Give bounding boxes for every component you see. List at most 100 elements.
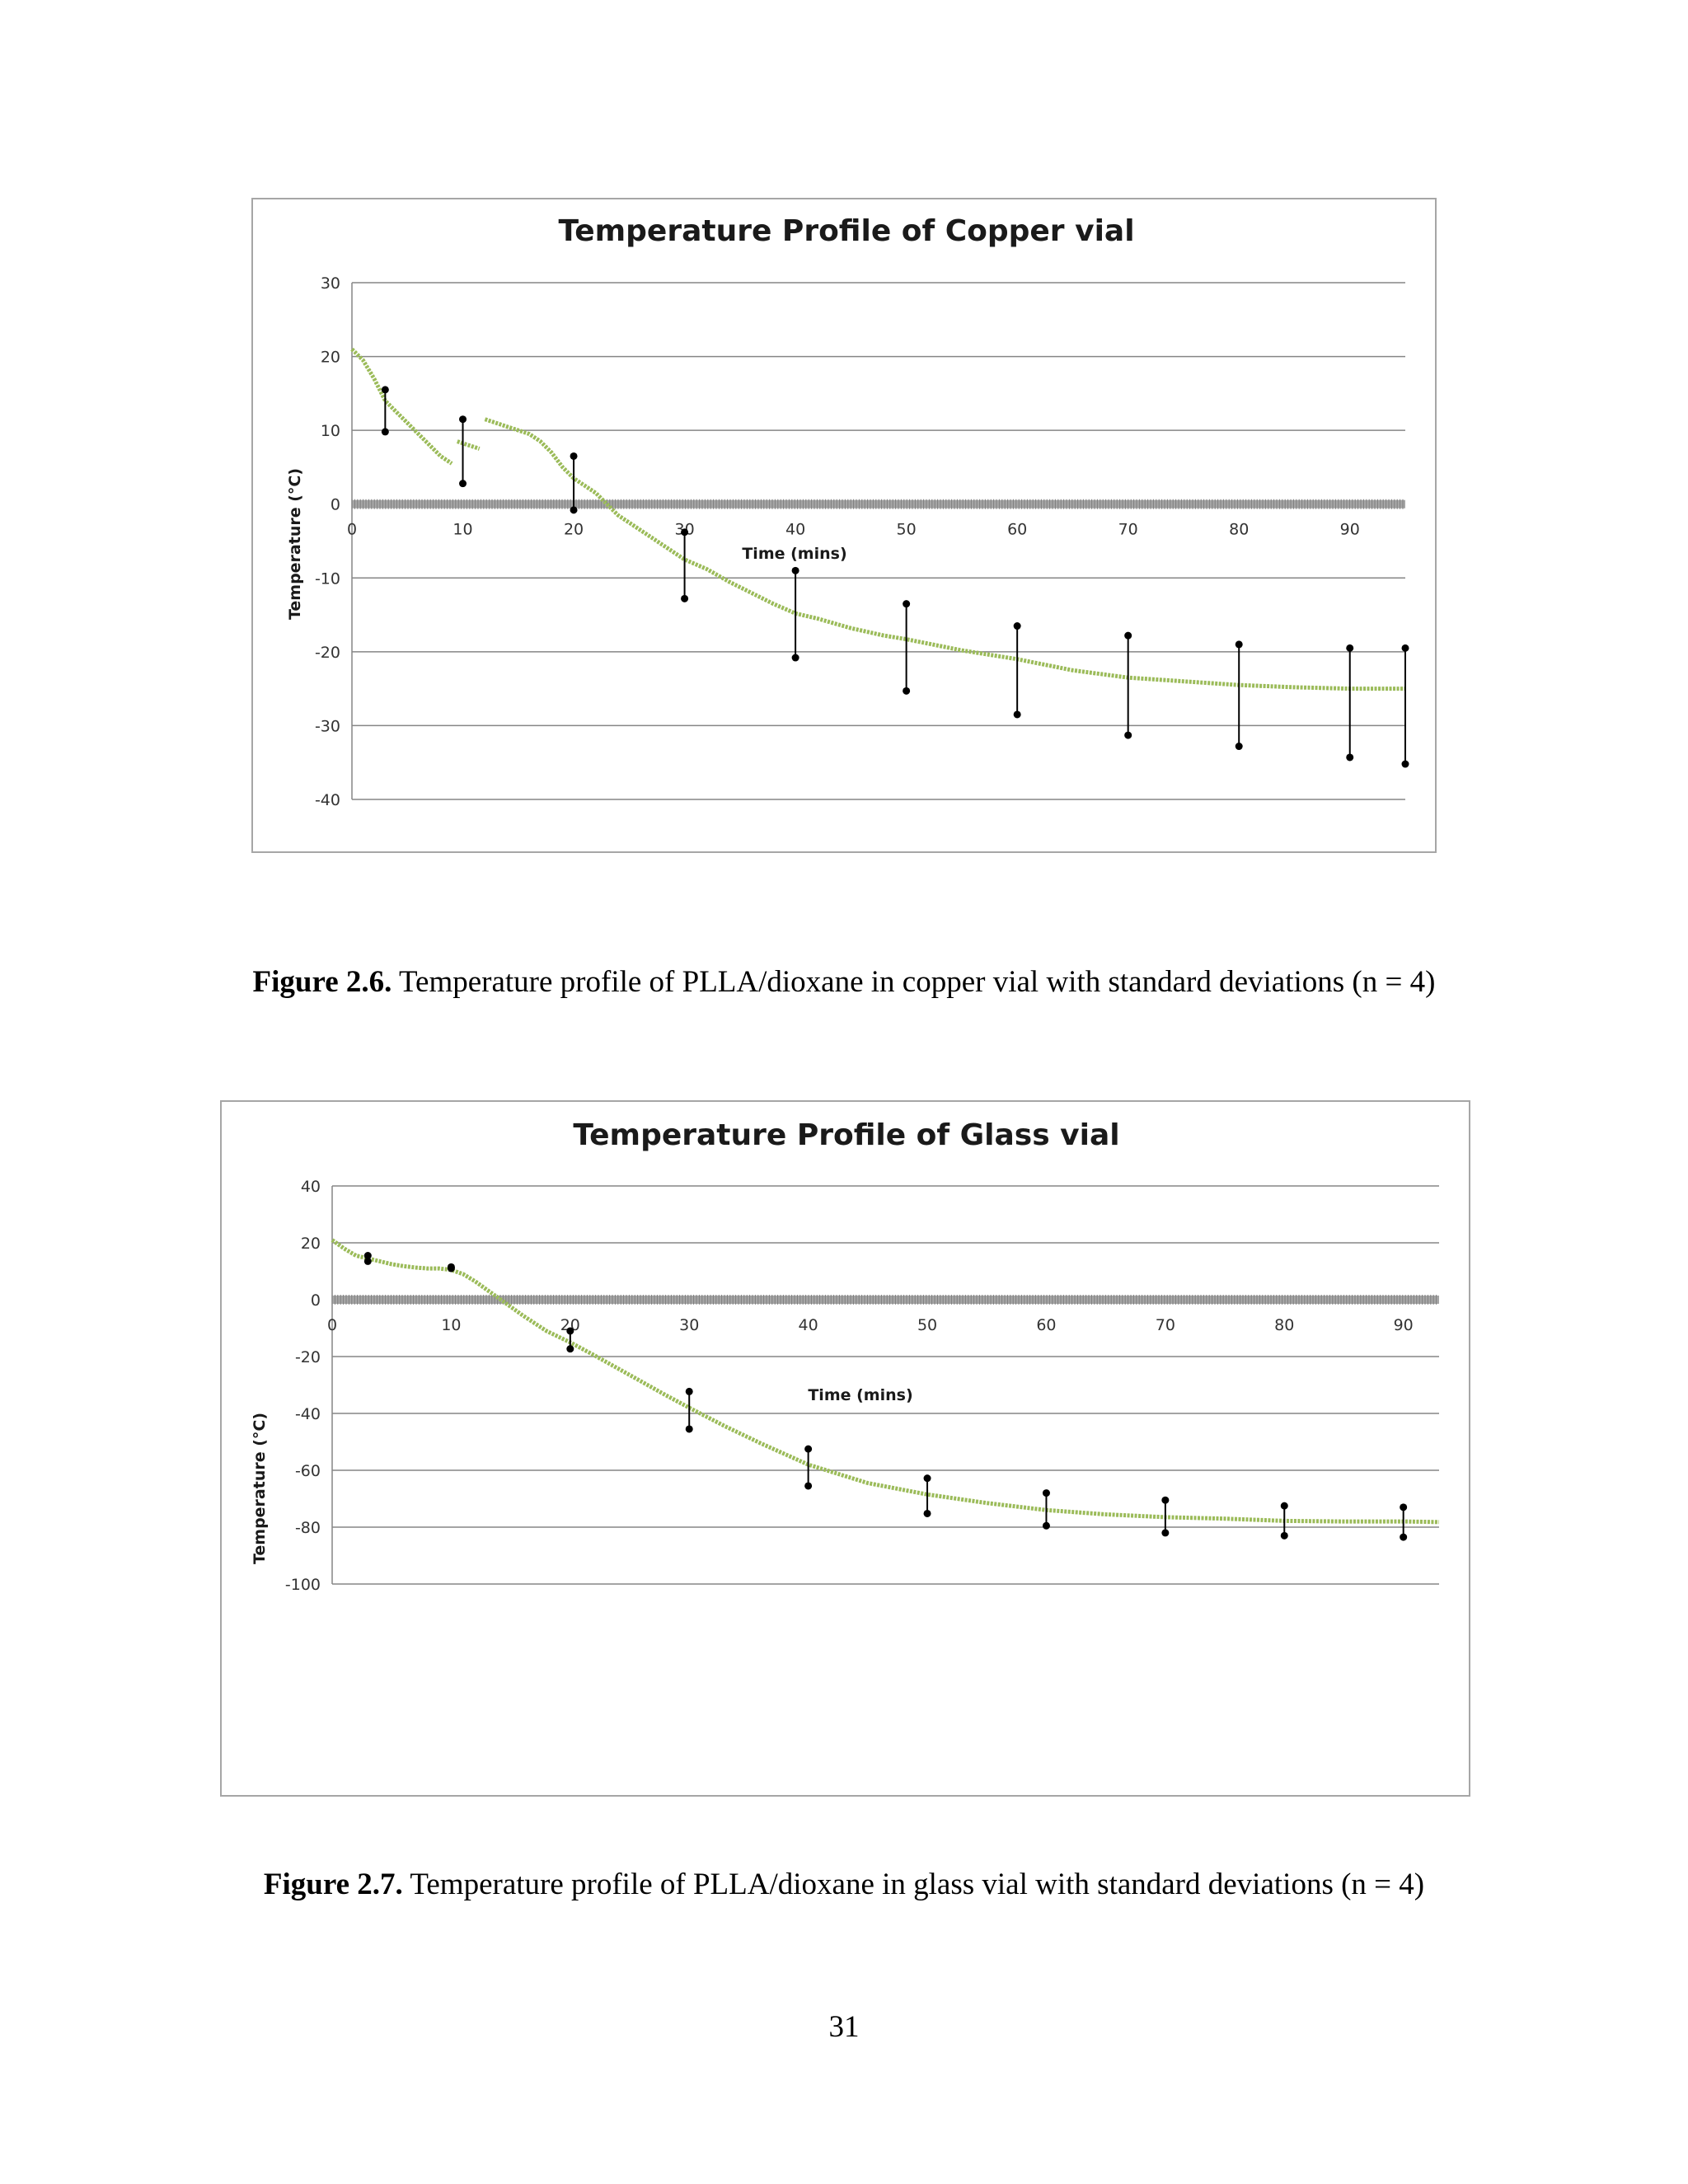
figure-2-6-text: Temperature profile of PLLA/dioxane in c… [392,965,1436,999]
y-tick-label: 0 [311,1291,321,1310]
y-tick-label: 0 [331,496,340,514]
y-axis-label: Temperature (°C) [251,1413,269,1564]
chart-title: Temperature Profile of Copper vial [558,214,1134,248]
error-bar-cap-high [1124,631,1132,640]
error-bar-cap-low [681,594,689,602]
temperature-curve [484,417,1405,691]
error-bar-cap-high [1235,640,1243,649]
error-bar-cap-low [566,1345,574,1353]
error-bar-cap-high [685,1387,693,1395]
glass-vial-chart-svg: Temperature Profile of Glass vial Time (… [251,1118,1440,1594]
x-tick-label: 70 [1156,1316,1175,1334]
error-bar-cap-low [1235,743,1243,751]
y-tick-label: -30 [315,717,340,735]
error-bar-cap-low [447,1264,455,1272]
error-bar-cap-high [381,386,389,394]
y-tick-label: 30 [321,274,340,293]
y-tick-label: -10 [315,569,340,588]
x-tick-label: 40 [785,521,805,539]
error-bar-cap-low [459,480,467,488]
error-bar-cap-high [459,415,467,424]
figure-2-7-text: Temperature profile of PLLA/dioxane in g… [402,1868,1425,1901]
temperature-curve [331,1238,1440,1525]
error-bar-cap-high [1346,644,1354,652]
error-bar-cap-low [381,428,389,436]
chart-title: Temperature Profile of Glass vial [573,1118,1119,1152]
error-bar-cap-high [1400,1503,1408,1511]
x-tick-label: 0 [327,1316,337,1334]
error-bar-cap-low [1280,1531,1288,1540]
error-bar-cap-high [804,1445,813,1453]
y-tick-label: -20 [315,644,340,662]
error-bar-cap-high [1280,1502,1288,1510]
x-tick-label: 90 [1340,521,1360,539]
x-tick-label: 60 [1007,521,1027,539]
error-bar-cap-low [791,654,799,662]
glass-vial-chart: Temperature Profile of Glass vial Time (… [220,1100,1470,1797]
x-tick-label: 10 [441,1316,461,1334]
error-bar-cap-high [570,452,578,460]
error-bar-cap-low [1124,731,1132,739]
x-tick-label: 20 [564,521,584,539]
x-tick-label: 50 [897,521,917,539]
x-tick-label: 0 [347,521,357,539]
error-bar-cap-high [1161,1496,1170,1504]
temperature-curve [457,439,481,451]
x-axis-label: Time (mins) [742,545,846,563]
error-bar-cap-low [570,506,578,514]
x-tick-label: 40 [799,1316,818,1334]
x-axis-tick-marks [351,499,1404,509]
x-tick-label: 10 [452,521,472,539]
error-bar-cap-low [685,1425,693,1433]
x-tick-label: 70 [1118,521,1138,539]
figure-2-6-label: Figure 2.6. [252,965,392,999]
y-tick-label: -80 [295,1519,321,1537]
error-bar-cap-low [1013,710,1021,719]
x-tick-label: 80 [1229,521,1249,539]
y-tick-label: -40 [295,1405,321,1423]
error-bar-cap-high [681,528,689,537]
y-tick-label: 40 [301,1178,321,1196]
figure-2-7-label: Figure 2.7. [263,1868,403,1901]
x-axis-label: Time (mins) [808,1386,912,1404]
y-tick-label: 10 [321,422,340,440]
x-axis-tick-marks [331,1295,1437,1305]
y-tick-label: -60 [295,1462,321,1480]
error-bar-cap-low [923,1509,931,1517]
error-bar-cap-high [903,600,911,608]
y-tick-label: 20 [321,349,340,367]
figure-2-6-caption: Figure 2.6. Temperature profile of PLLA/… [0,964,1688,1000]
error-bar-cap-high [1042,1489,1050,1497]
error-bar-cap-low [1042,1521,1050,1530]
error-bar-cap-low [363,1257,372,1265]
x-tick-label: 60 [1036,1316,1056,1334]
error-bar-cap-high [1013,622,1021,630]
error-bar-cap-low [1400,1533,1408,1541]
temperature-curve [350,347,453,466]
error-bar-cap-low [903,687,911,695]
error-bar-cap-low [1401,760,1409,768]
error-bar-cap-low [1161,1529,1170,1537]
copper-vial-chart: Temperature Profile of Copper vial Time … [251,198,1437,853]
y-tick-label: -20 [295,1348,321,1366]
error-bar-cap-high [363,1252,372,1260]
error-bar-cap-high [791,566,799,574]
error-bar-cap-high [1401,644,1409,652]
y-tick-label: 20 [301,1235,321,1253]
x-tick-label: 90 [1394,1316,1414,1334]
x-axis-band [332,1296,1439,1304]
x-tick-label: 30 [679,1316,699,1334]
x-tick-label: 50 [917,1316,937,1334]
y-axis-label: Temperature (°C) [286,468,304,620]
x-tick-label: 20 [560,1316,580,1334]
error-bar-cap-low [1346,753,1354,762]
error-bar-cap-low [804,1482,813,1490]
x-tick-label: 80 [1274,1316,1294,1334]
page-number: 31 [828,2010,860,2044]
y-tick-label: -40 [315,791,340,809]
figure-2-7-caption: Figure 2.7. Temperature profile of PLLA/… [0,1867,1688,1902]
y-tick-label: -100 [285,1576,321,1594]
copper-vial-chart-svg: Temperature Profile of Copper vial Time … [286,214,1409,809]
error-bar-cap-high [566,1327,574,1335]
error-bar-cap-high [923,1474,931,1483]
